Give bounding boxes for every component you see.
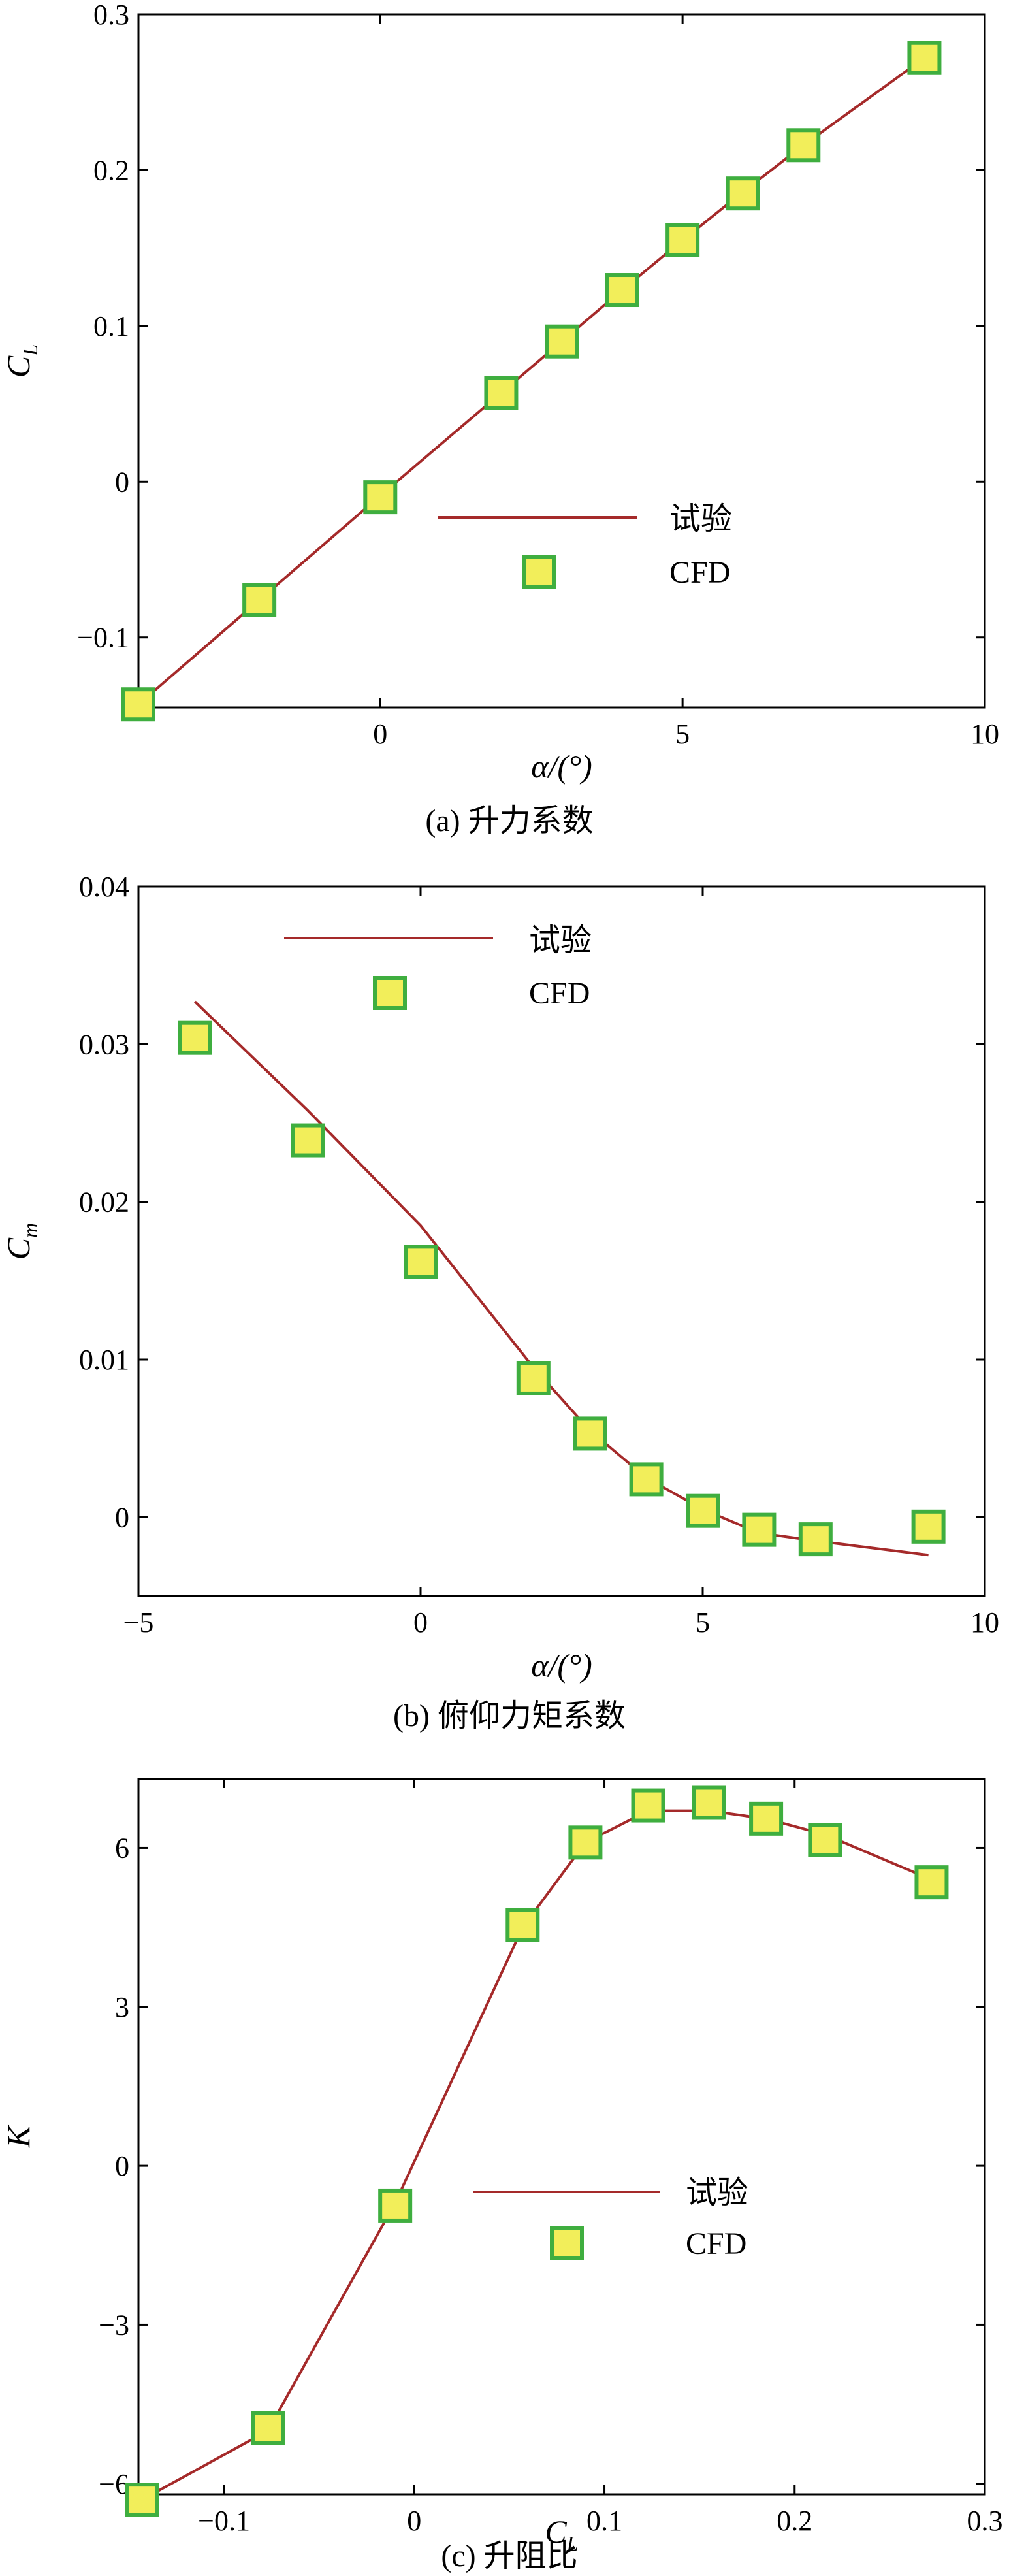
- x-tick-label: 5: [675, 718, 690, 750]
- cfd-point: [726, 176, 760, 211]
- legend: 试验 CFD: [473, 2176, 748, 2261]
- cfd-point: [749, 1801, 784, 1836]
- legend-marker-swatch: [550, 2226, 584, 2260]
- cfd-point: [914, 1865, 949, 1900]
- y-tick-label: 0.3: [93, 0, 129, 31]
- y-tick-label: 0.2: [93, 154, 129, 186]
- cfd-point: [545, 324, 579, 359]
- y-tick-label: −6: [99, 2468, 129, 2500]
- plot-frame: [137, 13, 986, 709]
- legend-marker-swatch: [522, 555, 556, 589]
- x-tick-label: 0: [413, 1606, 428, 1639]
- cfd-point: [516, 1361, 551, 1395]
- chart-2: −5 0 5 10 0 0.01 0.02 0.03 0.04 α/(°) Cm 试验 CFD (b) 俯…: [0, 871, 999, 1733]
- cfd-point: [629, 1462, 664, 1497]
- legend-label-experiment: 试验: [529, 923, 592, 958]
- legend-label-experiment: 试验: [686, 2176, 748, 2210]
- chart-1: 0 5 10 −0.1 0 0.1 0.2 0.3 α/(°) CL 试验 CFD (a) 升力系数: [0, 0, 999, 838]
- cfd-point: [798, 1522, 833, 1557]
- y-tick-label: 3: [115, 1991, 129, 2023]
- x-tick-label: 0.2: [777, 2505, 812, 2537]
- cfd-point: [378, 2188, 413, 2223]
- legend: 试验 CFD: [284, 923, 592, 1011]
- cfd-point: [742, 1512, 777, 1547]
- legend-marker-swatch: [373, 976, 407, 1010]
- plot-frame: [137, 1778, 986, 2496]
- y-tick-label: −0.1: [77, 622, 129, 654]
- x-tick-label: −0.1: [198, 2505, 250, 2537]
- y-tick-label: 0.1: [93, 310, 129, 342]
- x-tick-label: 10: [970, 718, 999, 750]
- y-axis-label: Cm: [0, 1223, 42, 1260]
- cfd-point: [786, 128, 821, 163]
- cfd-point: [363, 480, 398, 515]
- y-tick-label: 0: [115, 1501, 129, 1533]
- x-tick-label: 0: [373, 718, 387, 750]
- series-line-experiment: [137, 57, 925, 706]
- chart-3: −0.1 0 0.1 0.2 0.3 −6 −3 0 3 6 CL K 试验 CFD (c) 升阻比: [0, 1778, 1003, 2573]
- x-tick-label: 10: [970, 1606, 999, 1639]
- x-tick-label: −5: [123, 1606, 154, 1639]
- cfd-point: [178, 1020, 212, 1055]
- cfd-point: [251, 2411, 285, 2445]
- cfd-point: [692, 1785, 726, 1820]
- x-tick-label: 0: [407, 2505, 421, 2537]
- y-axis-label: CL: [0, 344, 42, 378]
- cfd-point: [631, 1788, 665, 1823]
- legend-label-experiment: 试验: [669, 502, 732, 536]
- cfd-point: [686, 1493, 720, 1528]
- series-line-experiment: [194, 1000, 929, 1557]
- cfd-point: [291, 1123, 325, 1158]
- cfd-point: [808, 1823, 842, 1857]
- cfd-point: [121, 687, 155, 722]
- cfd-point: [907, 41, 942, 75]
- series-line-experiment: [141, 1809, 933, 2501]
- y-axis-label: K: [0, 2124, 37, 2148]
- legend-label-cfd: CFD: [686, 2226, 746, 2261]
- cfd-point: [242, 583, 277, 617]
- y-tick-label: 0: [115, 2150, 129, 2182]
- subfigure-caption: (c) 升阻比: [441, 2539, 577, 2573]
- cfd-point: [605, 273, 639, 308]
- cfd-point: [484, 376, 519, 410]
- legend: 试验 CFD: [438, 502, 732, 590]
- cfd-point: [665, 223, 700, 257]
- x-tick-label: 5: [696, 1606, 710, 1639]
- subfigure-caption: (b) 俯仰力矩系数: [393, 1699, 626, 1733]
- x-axis-label: CL: [545, 2513, 578, 2555]
- cfd-point: [404, 1245, 438, 1279]
- plot-frame: [137, 885, 986, 1597]
- x-tick-label: 0.1: [586, 2505, 622, 2537]
- y-tick-label: 0: [115, 466, 129, 498]
- y-tick-label: 0.02: [79, 1186, 129, 1218]
- legend-label-cfd: CFD: [669, 555, 730, 590]
- subfigure-caption: (a) 升力系数: [425, 804, 593, 838]
- x-axis-label: α/(°): [531, 1647, 592, 1684]
- cfd-point: [505, 1908, 540, 1942]
- y-tick-label: 0.04: [79, 871, 129, 903]
- cfd-point: [911, 1509, 946, 1544]
- y-tick-label: 6: [115, 1832, 129, 1864]
- x-axis-label: α/(°): [531, 748, 592, 785]
- x-tick-label: 0.3: [967, 2505, 1003, 2537]
- cfd-point: [568, 1825, 603, 1860]
- cfd-point: [573, 1416, 607, 1451]
- y-tick-label: 0.03: [79, 1028, 129, 1060]
- y-tick-label: −3: [99, 2309, 129, 2341]
- legend-label-cfd: CFD: [529, 976, 590, 1011]
- cfd-point: [125, 2483, 159, 2517]
- y-tick-label: 0.01: [79, 1344, 129, 1376]
